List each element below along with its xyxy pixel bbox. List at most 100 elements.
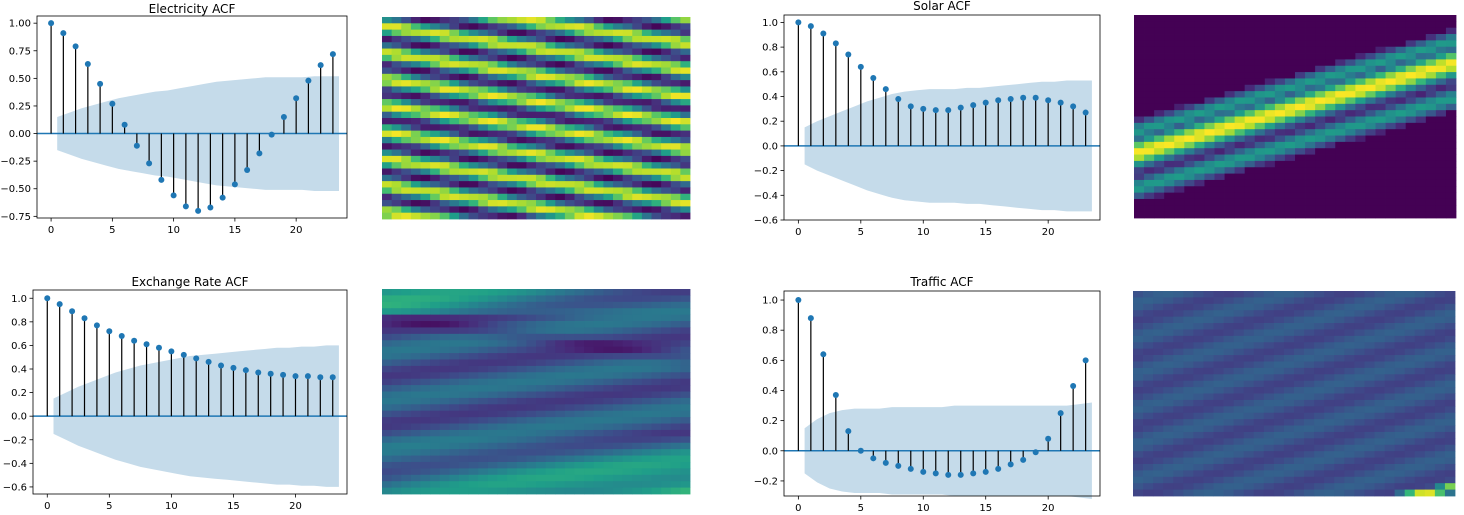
heatmap-cell: [382, 29, 393, 37]
heatmap-cell: [574, 442, 585, 450]
heatmap-cell: [487, 155, 498, 163]
heatmap-cell: [439, 193, 450, 201]
heatmap-cell: [516, 378, 527, 386]
heatmap-cell: [382, 474, 393, 482]
heatmap-cell: [1183, 323, 1194, 330]
heatmap-cell: [497, 474, 508, 482]
y-tick-label: −0.75: [0, 212, 31, 223]
heatmap-cell: [459, 181, 470, 188]
heatmap-cell: [1324, 393, 1335, 401]
heatmap-cell: [507, 187, 518, 195]
heatmap-cell: [497, 212, 508, 220]
heatmap-cell: [1434, 387, 1446, 394]
heatmap-cell: [564, 61, 575, 68]
heatmap-cell: [1213, 310, 1224, 318]
heatmap-cell: [1415, 179, 1427, 187]
heatmap-cell: [545, 136, 556, 144]
heatmap-cell: [1164, 21, 1175, 29]
heatmap-cell: [401, 321, 412, 328]
heatmap-cell: [613, 436, 624, 444]
heatmap-cell: [1203, 451, 1214, 458]
heatmap-cell: [478, 359, 489, 367]
heatmap-cell: [1294, 335, 1305, 343]
heatmap-cell: [1133, 374, 1144, 382]
heatmap-cell: [1294, 303, 1305, 311]
heatmap-cell: [1214, 135, 1225, 143]
heatmap-cell: [1304, 303, 1315, 311]
heatmap-cell: [1444, 419, 1456, 426]
heatmap-cell: [1283, 406, 1295, 414]
heatmap-cell: [1263, 291, 1275, 298]
heatmap-cell: [545, 124, 556, 132]
heatmap-cell: [401, 35, 412, 43]
heatmap-cell: [1223, 431, 1235, 439]
heatmap-cell: [468, 42, 479, 49]
heatmap-cell: [1143, 329, 1154, 337]
heatmap-cell: [1184, 78, 1195, 86]
heatmap-cell: [1315, 103, 1326, 111]
heatmap-cell: [1305, 97, 1316, 105]
x-tick-label: 10: [167, 225, 180, 236]
heatmap-cell: [1184, 27, 1195, 35]
heatmap-cell: [1244, 65, 1256, 73]
heatmap-cell: [391, 333, 402, 341]
acf-marker: [131, 337, 138, 344]
heatmap-cell: [1415, 211, 1427, 219]
heatmap-cell: [651, 48, 662, 56]
heatmap-cell: [622, 365, 633, 373]
heatmap-cell: [401, 353, 412, 360]
heatmap-cell: [516, 35, 527, 43]
heatmap-cell: [622, 35, 633, 43]
heatmap-cell: [584, 481, 595, 488]
heatmap-cell: [1295, 167, 1306, 174]
heatmap-cell: [526, 136, 537, 144]
heatmap-cell: [449, 314, 460, 322]
heatmap-cell: [680, 67, 691, 75]
heatmap-cell: [1295, 186, 1306, 194]
heatmap-cell: [1365, 91, 1376, 98]
heatmap-cell: [641, 308, 652, 316]
heatmap-cell: [1194, 59, 1205, 67]
heatmap-cell: [1395, 110, 1407, 117]
heatmap-cell: [564, 48, 575, 56]
heatmap-cell: [1174, 167, 1185, 174]
heatmap-cell: [439, 321, 450, 328]
heatmap-cell: [497, 372, 508, 380]
heatmap-cell: [1184, 97, 1195, 105]
heatmap-cell: [632, 86, 643, 94]
heatmap-cell: [1394, 387, 1406, 394]
heatmap-cell: [564, 92, 575, 100]
heatmap-cell: [632, 340, 643, 348]
heatmap-cell: [1335, 205, 1346, 213]
heatmap-cell: [1424, 431, 1436, 439]
heatmap-cell: [1445, 173, 1457, 181]
heatmap-cell: [526, 327, 537, 335]
heatmap-cell: [1204, 135, 1215, 143]
heatmap-cell: [468, 67, 479, 75]
heatmap-cell: [1203, 438, 1214, 446]
heatmap-cell: [1295, 40, 1306, 48]
heatmap-cell: [1434, 297, 1446, 305]
heatmap-cell: [410, 487, 421, 495]
heatmap-cell: [680, 314, 691, 322]
heatmap-cell: [1315, 78, 1326, 86]
heatmap-cell: [1404, 419, 1416, 426]
heatmap-cell: [1183, 419, 1194, 426]
heatmap-cell: [670, 200, 681, 207]
heatmap-cell: [1355, 110, 1366, 117]
heatmap-cell: [1295, 135, 1306, 143]
heatmap-cell: [439, 181, 450, 188]
heatmap-cell: [536, 92, 547, 100]
heatmap-cell: [1415, 186, 1427, 194]
heatmap-cell: [1153, 438, 1164, 446]
heatmap-cell: [651, 174, 662, 182]
heatmap-cell: [1315, 34, 1326, 41]
heatmap-cell: [1193, 348, 1204, 356]
heatmap-cell: [1173, 399, 1184, 407]
heatmap-cell: [1295, 78, 1306, 86]
heatmap-cell: [497, 124, 508, 132]
heatmap-cell: [478, 378, 489, 386]
y-tick-label: 0.25: [9, 101, 31, 112]
heatmap-cell: [1435, 205, 1447, 213]
heatmap-cell: [1444, 361, 1456, 369]
